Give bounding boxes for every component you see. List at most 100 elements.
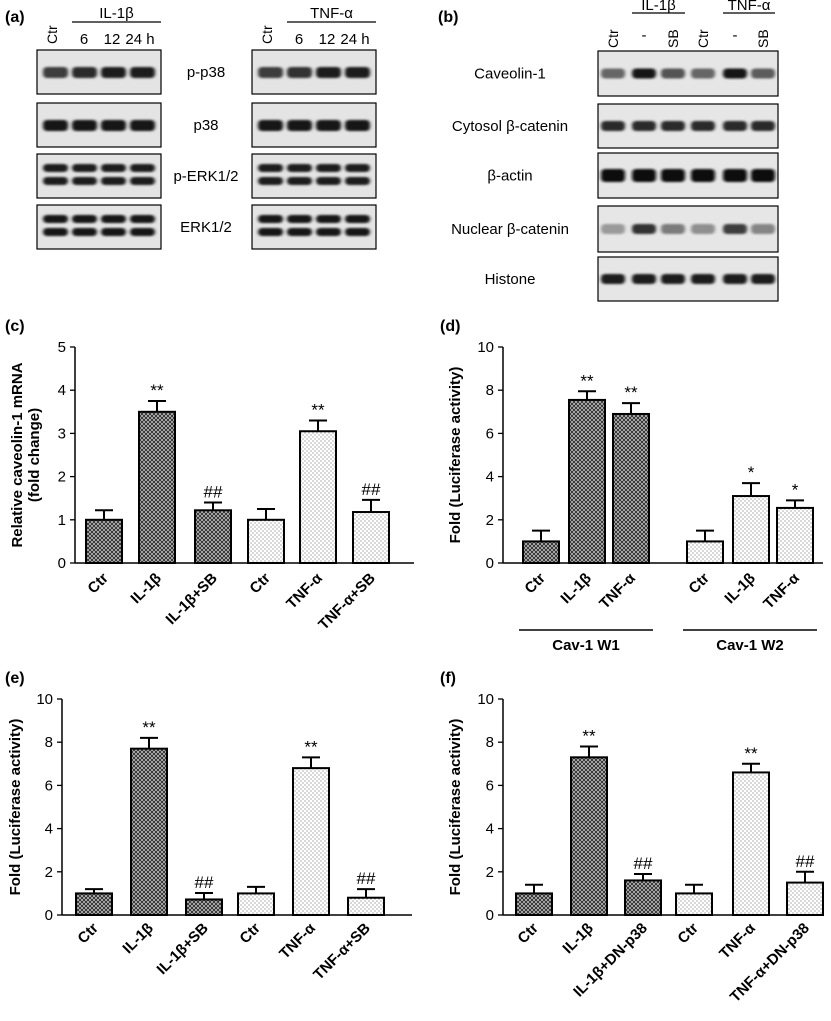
category-label: IL-1β bbox=[557, 570, 594, 607]
blot-band bbox=[43, 177, 68, 185]
blot-band bbox=[632, 121, 656, 131]
lane-label: 24 h bbox=[125, 31, 154, 48]
blot-band bbox=[287, 67, 312, 78]
category-label: TNF-α bbox=[283, 569, 326, 612]
blot-band bbox=[287, 228, 312, 236]
blot-band bbox=[316, 215, 341, 223]
y-axis-label: Fold (Luciferase activity) bbox=[447, 367, 464, 544]
blot-band bbox=[130, 120, 155, 131]
blot-band bbox=[72, 67, 97, 78]
blot-band bbox=[601, 169, 625, 182]
blot-band bbox=[316, 164, 341, 172]
y-axis-label: Relative caveolin-1 mRNA bbox=[9, 362, 26, 547]
group-label: TNF-α bbox=[310, 5, 353, 22]
significance-label: * bbox=[792, 480, 799, 499]
category-label: TNF-α bbox=[276, 919, 319, 962]
blot-band bbox=[43, 164, 68, 172]
category-label: Ctr bbox=[514, 920, 541, 947]
category-label: Ctr bbox=[74, 920, 101, 947]
blot-band bbox=[601, 274, 625, 284]
bar bbox=[732, 771, 770, 916]
blot-band bbox=[632, 274, 656, 284]
blot-band bbox=[691, 274, 715, 284]
panel-label: (e) bbox=[5, 670, 25, 687]
y-tick-label: 8 bbox=[45, 734, 53, 751]
blot-band bbox=[316, 120, 341, 131]
bar bbox=[138, 410, 176, 564]
blot-band bbox=[130, 164, 155, 172]
blot-band bbox=[601, 224, 625, 234]
category-label: TNF-α bbox=[760, 569, 803, 612]
blot-band bbox=[723, 224, 747, 234]
blot-band bbox=[287, 215, 312, 223]
y-tick-label: 4 bbox=[58, 382, 66, 399]
lane-label: Ctr bbox=[695, 29, 711, 48]
bar bbox=[675, 892, 713, 917]
y-tick-label: 2 bbox=[486, 864, 494, 881]
bar bbox=[75, 892, 113, 917]
blot-strip bbox=[597, 256, 779, 302]
group-label: IL-1β bbox=[641, 0, 676, 14]
y-axis-label: Fold (Luciferase activity) bbox=[447, 719, 464, 896]
group-bracket-label: Cav-1 W1 bbox=[552, 637, 620, 654]
lane-label: Ctr bbox=[259, 25, 275, 44]
blot-band bbox=[43, 67, 68, 78]
blot-band bbox=[43, 228, 68, 236]
y-tick-label: 10 bbox=[36, 691, 53, 708]
blot-band bbox=[661, 274, 685, 284]
row-label: Caveolin-1 bbox=[474, 66, 546, 83]
lane-label: 24 h bbox=[340, 31, 369, 48]
bar bbox=[292, 767, 330, 916]
blot-band bbox=[632, 224, 656, 234]
blot-band bbox=[287, 120, 312, 131]
bar bbox=[522, 540, 560, 565]
significance-label: ** bbox=[624, 383, 638, 402]
bar bbox=[786, 881, 824, 916]
blot-band bbox=[345, 215, 370, 223]
blot-band bbox=[258, 164, 283, 172]
blot-band bbox=[632, 169, 656, 182]
category-label: TNF-α+SB bbox=[315, 570, 379, 634]
blot-band bbox=[101, 215, 126, 223]
bar bbox=[237, 892, 275, 917]
significance-label: ## bbox=[362, 480, 381, 499]
y-tick-label: 8 bbox=[486, 734, 494, 751]
y-tick-label: 5 bbox=[58, 339, 66, 356]
blot-strip bbox=[36, 153, 162, 199]
bar bbox=[247, 518, 285, 564]
row-label: Histone bbox=[485, 271, 536, 288]
blot-band bbox=[345, 164, 370, 172]
panel-label: (c) bbox=[5, 318, 25, 335]
category-label: TNF-α+SB bbox=[310, 920, 374, 984]
blot-band bbox=[661, 121, 685, 131]
bar bbox=[732, 495, 770, 565]
blot-band bbox=[691, 224, 715, 234]
significance-label: ## bbox=[634, 854, 653, 873]
blot-band bbox=[751, 121, 775, 131]
category-label: IL-1β bbox=[119, 920, 156, 957]
blot-band bbox=[43, 215, 68, 223]
category-label: Ctr bbox=[685, 570, 712, 597]
y-axis-label: (fold change) bbox=[26, 408, 43, 502]
significance-label: ## bbox=[796, 852, 815, 871]
blot-band bbox=[691, 169, 715, 182]
bar bbox=[612, 412, 650, 564]
y-tick-label: 1 bbox=[58, 512, 66, 529]
panel-d: (d) 0 2 4 6 8 10 Fold (Luciferase activity) Ctr *… bbox=[440, 318, 823, 654]
lane-label: SB bbox=[755, 29, 771, 48]
y-tick-label: 0 bbox=[58, 555, 66, 572]
bar bbox=[352, 511, 390, 564]
blot-band bbox=[258, 177, 283, 185]
blot-strip bbox=[36, 204, 162, 250]
significance-label: ** bbox=[311, 400, 325, 419]
blot-band bbox=[72, 164, 97, 172]
blot-band bbox=[345, 120, 370, 131]
blot-band bbox=[258, 215, 283, 223]
blot-band bbox=[345, 177, 370, 185]
blot-band bbox=[316, 177, 341, 185]
bar bbox=[347, 896, 385, 916]
category-label: IL-1β bbox=[127, 570, 164, 607]
y-tick-label: 2 bbox=[45, 864, 53, 881]
